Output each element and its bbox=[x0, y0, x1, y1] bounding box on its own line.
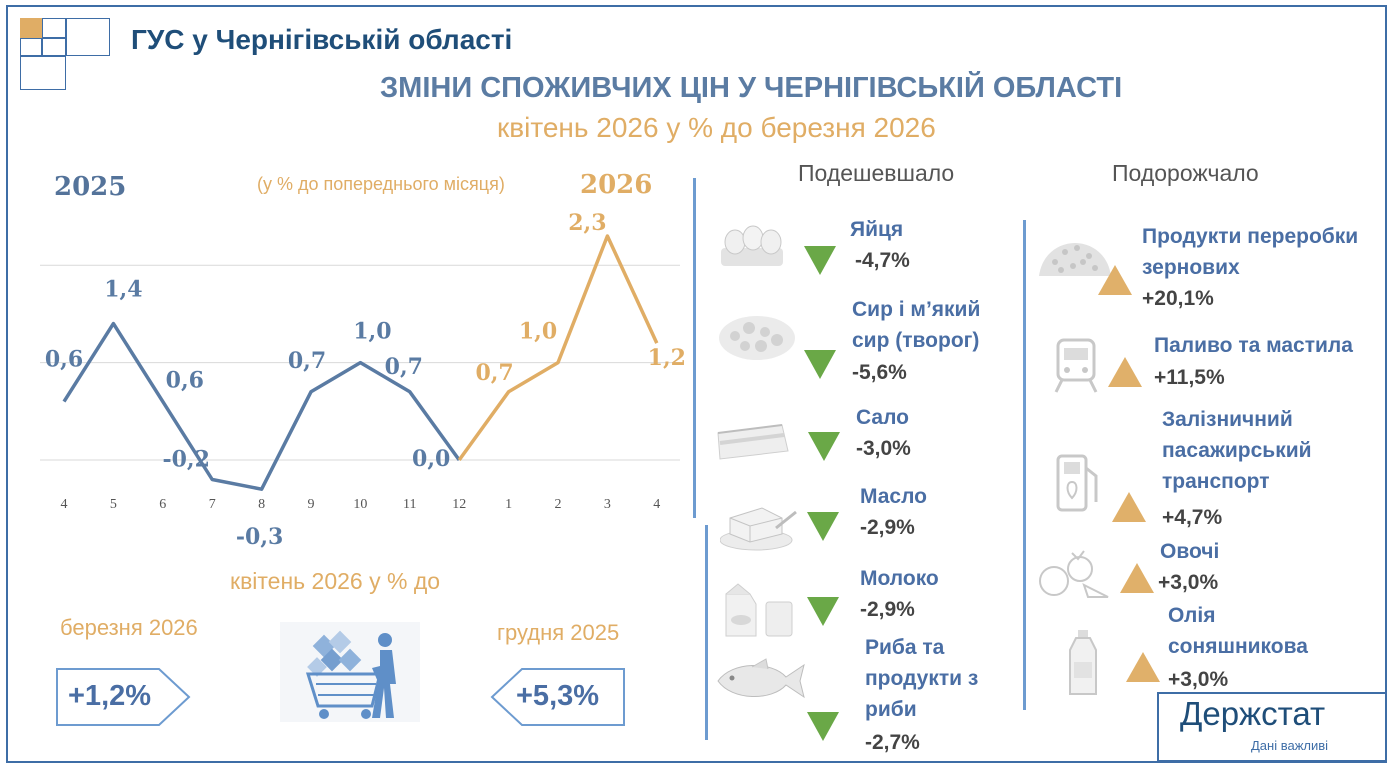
increased-item-name: Продукти переробки зернових bbox=[1142, 225, 1359, 279]
increased-heading: Подорожчало bbox=[1112, 160, 1259, 186]
divider-line bbox=[705, 525, 708, 740]
derzhstat-logo bbox=[1157, 692, 1387, 762]
increased-item-name: Олія соняшникова bbox=[1168, 604, 1308, 658]
series-2025-line bbox=[62, 321, 461, 491]
x-tick-label: 9 bbox=[308, 497, 315, 512]
price-change-line-chart: 4 5 6 7 8 9 10 11 12 1 2 3 40,61,40,6-0,2-0,30,71,00… bbox=[40, 210, 686, 550]
increased-item-name: Овочі bbox=[1160, 540, 1220, 563]
up-arrow-icon bbox=[1108, 357, 1142, 387]
logo-name: Держстат bbox=[1180, 695, 1326, 732]
comparison-left-label: березня 2026 bbox=[60, 615, 198, 640]
decreased-item-name: Сир і м’який сир (творог) bbox=[852, 298, 981, 352]
series-2026-line bbox=[457, 234, 659, 462]
year-2025-label: 2025 bbox=[54, 172, 127, 202]
fish-icon bbox=[717, 658, 805, 699]
up-arrow-icon bbox=[1098, 265, 1132, 295]
x-tick-label: 2 bbox=[555, 497, 562, 512]
decreased-item-name: Масло bbox=[860, 485, 927, 508]
increased-item-value: +4,7% bbox=[1162, 506, 1223, 529]
data-label: 0,6 bbox=[166, 368, 204, 394]
data-label: 1,4 bbox=[104, 277, 142, 303]
data-label: 0,0 bbox=[412, 446, 450, 472]
decreased-item-name: Молоко bbox=[860, 567, 939, 590]
x-tick-label: 4 bbox=[61, 497, 68, 512]
page-title: ЗМІНИ СПОЖИВЧИХ ЦІН У ЧЕРНІГІВСЬКІЙ ОБЛА… bbox=[380, 72, 1123, 104]
train-icon bbox=[1054, 338, 1098, 393]
decreased-item-value: -2,9% bbox=[860, 598, 915, 621]
vegetables-icon bbox=[1039, 550, 1109, 598]
increased-item-value: +3,0% bbox=[1158, 571, 1219, 594]
divider-line bbox=[693, 178, 696, 518]
comparison-heading: квітень 2026 у % до bbox=[230, 568, 441, 594]
x-tick-label: 5 bbox=[110, 497, 117, 512]
increased-item-value: +20,1% bbox=[1142, 287, 1214, 310]
increased-item-value: +3,0% bbox=[1168, 668, 1229, 691]
decreased-heading: Подешевшало bbox=[798, 160, 955, 186]
oil-bottle-icon bbox=[1069, 630, 1097, 695]
decreased-item-name: Сало bbox=[856, 406, 909, 429]
divider-line bbox=[1023, 220, 1026, 710]
decreased-item-name: Риба та продукти з риби bbox=[865, 636, 979, 721]
agency-name: ГУС у Чернігівській області bbox=[131, 24, 513, 55]
decreased-item-value: -2,7% bbox=[865, 731, 920, 754]
decreased-item-value: -4,7% bbox=[855, 249, 910, 272]
x-tick-label: 12 bbox=[452, 497, 466, 512]
down-arrow-icon bbox=[807, 512, 839, 541]
x-tick-label: 7 bbox=[209, 497, 216, 512]
x-tick-label: 3 bbox=[604, 497, 611, 512]
logo-tagline: Дані важливі bbox=[1251, 738, 1329, 753]
data-label: 1,2 bbox=[648, 345, 686, 371]
decreased-item-value: -3,0% bbox=[856, 437, 911, 460]
down-arrow-icon bbox=[807, 597, 839, 626]
data-label: 0,7 bbox=[475, 360, 513, 386]
data-label: -0,3 bbox=[236, 524, 283, 550]
lard-icon bbox=[717, 424, 789, 460]
up-arrow-icon bbox=[1126, 652, 1160, 682]
year-2026-label: 2026 bbox=[580, 170, 653, 200]
x-tick-label: 11 bbox=[403, 497, 416, 512]
increased-item-name: Залізничний пасажирський транспорт bbox=[1162, 408, 1312, 493]
cheese-icon bbox=[719, 316, 795, 360]
fuel-pump-icon bbox=[1056, 454, 1098, 512]
x-tick-label: 4 bbox=[653, 497, 660, 512]
data-label: 1,0 bbox=[353, 319, 391, 345]
down-arrow-icon bbox=[804, 246, 836, 275]
increased-item-name: Паливо та мастила bbox=[1154, 334, 1353, 357]
down-arrow-icon bbox=[808, 432, 840, 461]
x-tick-label: 6 bbox=[159, 497, 166, 512]
page-subtitle: квітень 2026 у % до березня 2026 bbox=[497, 112, 936, 143]
up-arrow-icon bbox=[1120, 563, 1154, 593]
data-label: 0,7 bbox=[288, 348, 326, 374]
down-arrow-icon bbox=[804, 350, 836, 379]
butter-icon bbox=[720, 507, 797, 551]
right-value: +5,3% bbox=[516, 680, 600, 712]
data-label: 1,0 bbox=[519, 319, 557, 345]
comparison-right-label: грудня 2025 bbox=[497, 620, 620, 645]
x-tick-label: 10 bbox=[353, 497, 367, 512]
shopping-cart-icon bbox=[280, 622, 420, 722]
decreased-item-value: -2,9% bbox=[860, 516, 915, 539]
increased-item-value: +11,5% bbox=[1154, 366, 1225, 389]
data-label: -0,2 bbox=[162, 446, 209, 472]
x-tick-label: 1 bbox=[505, 497, 512, 512]
up-arrow-icon bbox=[1112, 492, 1146, 522]
data-label: 0,6 bbox=[45, 347, 83, 373]
decreased-item-name: Яйця bbox=[850, 218, 904, 241]
data-label: 2,3 bbox=[568, 210, 606, 236]
page-frame bbox=[6, 5, 1387, 763]
eggs-icon bbox=[721, 225, 783, 266]
milk-icon bbox=[725, 583, 793, 637]
down-arrow-icon bbox=[807, 712, 839, 741]
left-value-badge bbox=[56, 668, 191, 726]
chart-unit-note: (у % до попереднього місяця) bbox=[257, 174, 505, 194]
grain-icon bbox=[1039, 243, 1111, 276]
x-tick-label: 8 bbox=[258, 497, 265, 512]
data-label: 0,7 bbox=[385, 354, 423, 380]
decreased-item-value: -5,6% bbox=[852, 361, 907, 384]
left-value: +1,2% bbox=[68, 680, 152, 712]
right-value-badge bbox=[490, 668, 625, 726]
